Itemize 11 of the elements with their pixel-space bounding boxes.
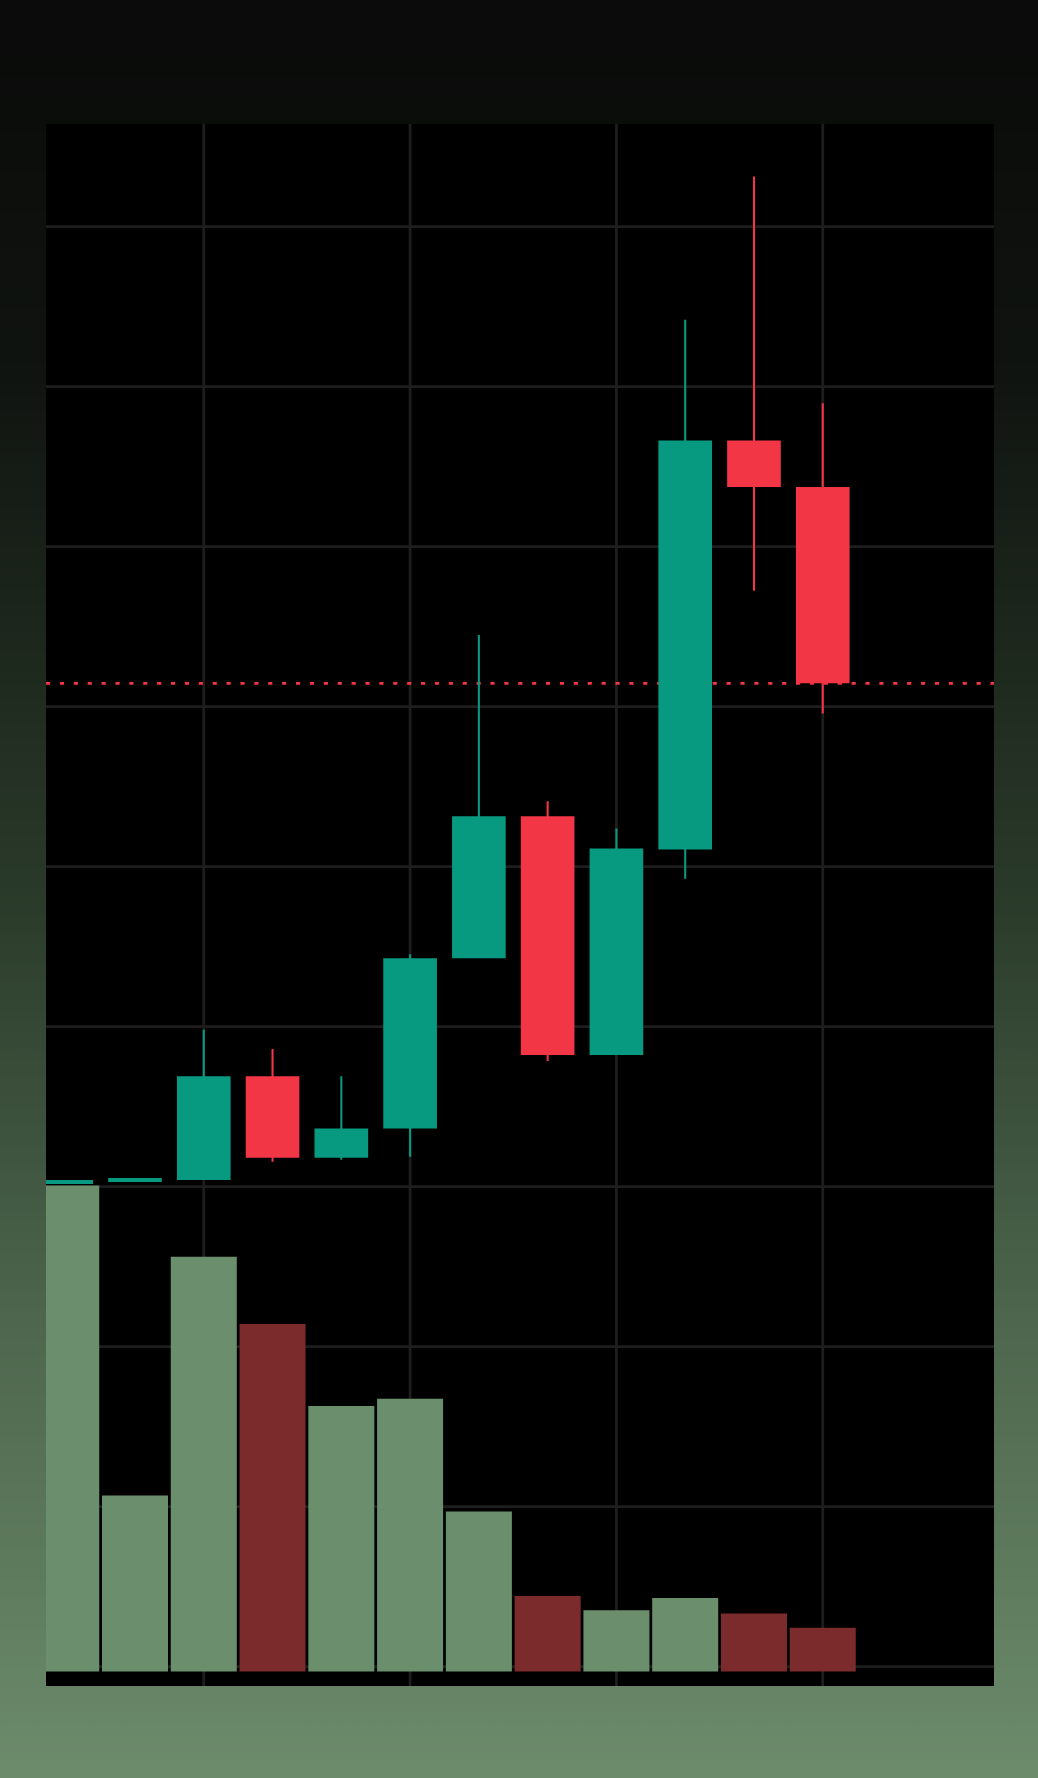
candlestick	[383, 954, 437, 1157]
candlestick	[452, 634, 506, 959]
candlestick	[589, 828, 644, 1056]
candlestick	[727, 176, 781, 591]
bar	[239, 1323, 306, 1672]
bar	[514, 1596, 581, 1672]
candlestick	[658, 319, 713, 879]
candlestick	[176, 1029, 231, 1180]
candlestick	[245, 1049, 300, 1162]
candlestick	[520, 801, 575, 1062]
candlestick	[314, 1076, 369, 1160]
